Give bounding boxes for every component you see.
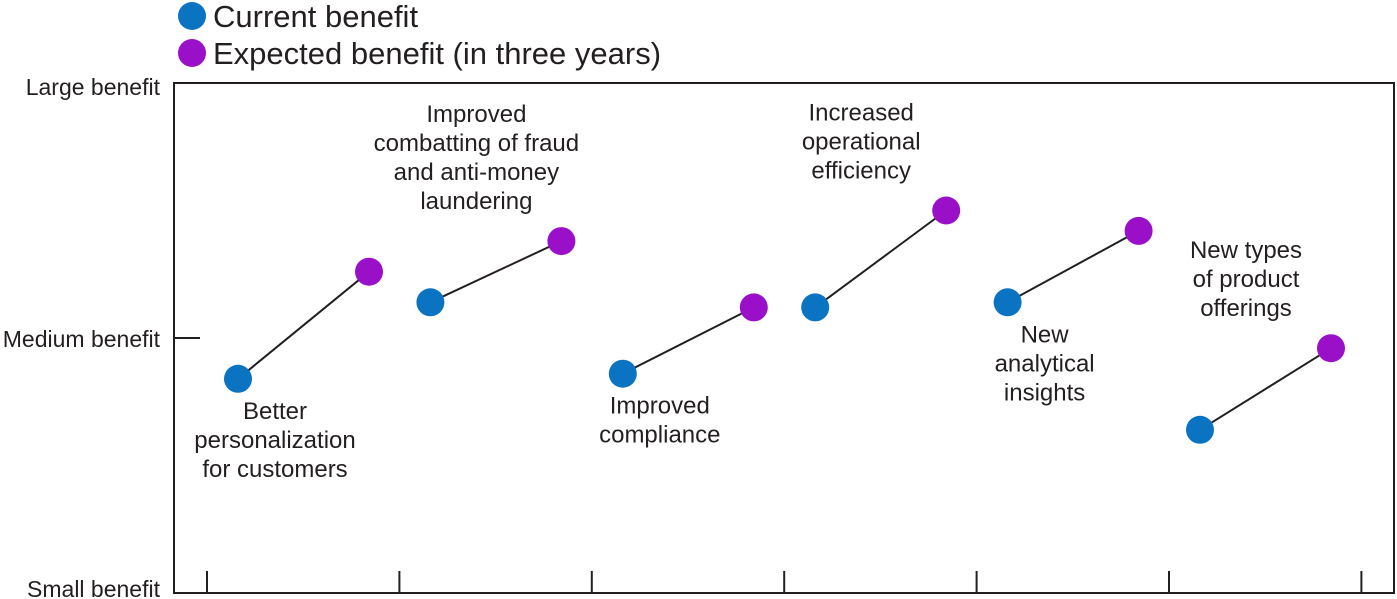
- connector-line-2: [429, 240, 562, 304]
- current-benefit-point-1: [224, 364, 252, 393]
- item-label-line: for customers: [202, 456, 347, 483]
- current-benefit-point-2: [416, 288, 445, 317]
- expected-benefit-point-5: [1124, 216, 1153, 245]
- legend-label-2: Expected benefit (in three years): [213, 36, 661, 71]
- legend-marker-1: [178, 2, 206, 30]
- item-label-2: Improved combatting of fraud and anti-mone…: [374, 101, 579, 215]
- connector-line-5: [1007, 230, 1140, 304]
- current-benefit-point-5: [993, 288, 1022, 317]
- y-axis: Small benefit Medium benefit Large benefit: [3, 74, 200, 599]
- item-label-line: and anti-money: [394, 159, 559, 186]
- item-label-line: insights: [1004, 379, 1085, 406]
- connector-line-3: [622, 306, 755, 375]
- connector-line-4: [814, 209, 947, 309]
- item-label-line: Better: [243, 398, 307, 425]
- item-label-3: Improved compliance: [599, 393, 720, 449]
- connector-line-6: [1199, 347, 1332, 431]
- item-label-line: personalization: [194, 427, 355, 454]
- current-benefit-point-6: [1186, 415, 1214, 444]
- item-label-line: operational: [802, 129, 921, 156]
- item-label-line: Improved: [610, 393, 710, 420]
- item-label-6: New types of product offerings: [1190, 237, 1302, 322]
- item-label-line: analytical: [995, 350, 1095, 377]
- plot-frame: [173, 82, 1395, 594]
- item-label-line: combatting of fraud: [374, 130, 579, 157]
- legend-label-1: Current benefit: [213, 0, 418, 34]
- x-axis-ticks: [206, 571, 1363, 593]
- current-benefit-point-3: [608, 359, 637, 388]
- item-label-line: of product: [1193, 266, 1300, 293]
- legend-marker-2: [178, 39, 206, 67]
- expected-benefit-point-4: [932, 196, 961, 225]
- expected-benefit-point-1: [355, 257, 383, 286]
- item-label-5: New analytical insights: [995, 321, 1095, 406]
- item-label-line: laundering: [420, 188, 532, 215]
- item-label-4: Increased operational efficiency: [802, 100, 921, 185]
- item-label-line: efficiency: [811, 158, 911, 185]
- expected-benefit-point-6: [1317, 334, 1345, 363]
- y-tick-label-1: Small benefit: [27, 576, 161, 599]
- expected-benefit-point-3: [739, 293, 768, 322]
- item-label-line: Increased: [808, 100, 913, 127]
- expected-benefit-point-2: [547, 227, 576, 256]
- current-benefit-point-4: [801, 293, 830, 322]
- item-label-line: New: [1021, 321, 1070, 348]
- connector-line-1: [237, 270, 370, 380]
- item-label-line: Improved: [426, 101, 526, 128]
- item-label-line: New types: [1190, 237, 1302, 264]
- y-tick-label-3: Large benefit: [26, 74, 161, 100]
- item-label-line: offerings: [1200, 295, 1292, 322]
- chart-marks: Better personalization for customers Improv…: [194, 100, 1345, 483]
- item-label-1: Better personalization for customers: [194, 398, 355, 483]
- y-tick-label-2: Medium benefit: [3, 326, 161, 352]
- item-label-line: compliance: [599, 422, 720, 449]
